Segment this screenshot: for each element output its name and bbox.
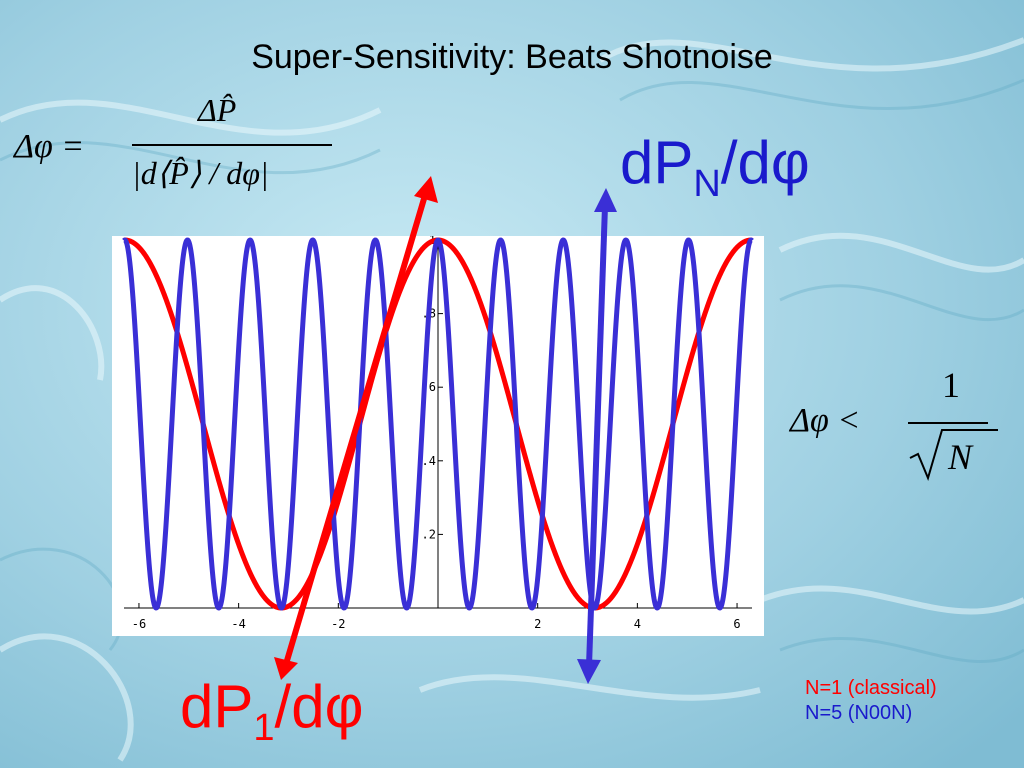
dPN-subscript: N xyxy=(693,163,721,205)
x-tick-label: -6 xyxy=(132,617,146,631)
x-tick-label: 2 xyxy=(534,617,541,631)
dP1-tail: /dφ xyxy=(274,673,364,740)
legend: N=1 (classical) N=5 (N00N) xyxy=(805,676,937,726)
dP1-subscript: 1 xyxy=(253,707,275,749)
equation-denominator: |d⟨P̂⟩ / dφ| xyxy=(132,155,269,191)
bound-denominator: N xyxy=(948,437,973,477)
dPN-main: dP xyxy=(620,129,694,196)
legend-item-classical: N=1 (classical) xyxy=(805,677,937,699)
y-tick-label: .2 xyxy=(422,527,436,541)
y-tick-label: .4 xyxy=(422,454,436,468)
x-tick-label: 6 xyxy=(733,617,740,631)
interference-chart: -6 -4 -2 2 4 6.2.4.6.81 xyxy=(122,236,754,631)
series-line-noon xyxy=(122,237,754,611)
sqrt-sign xyxy=(909,429,998,481)
legend-item-noon: N=5 (N00N) xyxy=(805,702,913,724)
equation-lhs: Δφ = xyxy=(14,128,85,165)
delta-phi-equation: Δφ = ΔP̂ |d⟨P̂⟩ / dφ| xyxy=(14,92,344,220)
dP1-main: dP xyxy=(180,673,254,740)
plot-panel: -6 -4 -2 2 4 6.2.4.6.8 1 xyxy=(112,236,764,636)
heisenberg-bound-equation: Δφ < 1 N xyxy=(790,360,1010,490)
dPN-tail: /dφ xyxy=(720,129,810,196)
x-tick-label: 4 xyxy=(634,617,641,631)
dPN-dphi-label: dPN/dφ xyxy=(620,128,810,206)
x-tick-label: -2 xyxy=(331,617,345,631)
bound-lhs: Δφ < xyxy=(790,402,861,439)
fraction-bar xyxy=(132,144,332,146)
bound-fraction-bar xyxy=(908,422,988,424)
dP1-dphi-label: dP1/dφ xyxy=(180,672,363,750)
equation-numerator: ΔP̂ xyxy=(198,92,237,128)
slide-title: Super-Sensitivity: Beats Shotnoise xyxy=(251,38,773,76)
bound-numerator: 1 xyxy=(942,365,960,405)
x-tick-label: -4 xyxy=(231,617,245,631)
